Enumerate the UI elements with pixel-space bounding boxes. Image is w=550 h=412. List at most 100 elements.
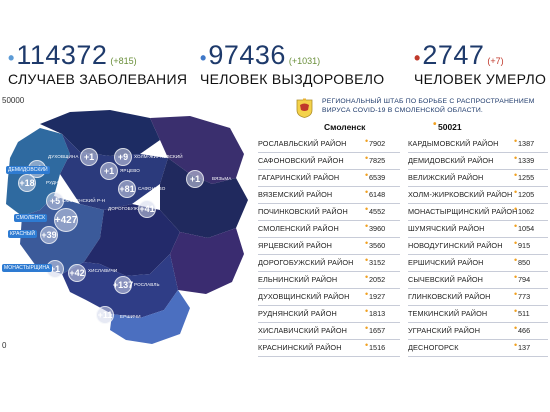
row-divider xyxy=(258,152,400,153)
district-name: ХОЛМ-ЖИРКОВСКИЙ РАЙОН xyxy=(408,190,513,199)
city-name: Смоленск xyxy=(324,122,366,132)
district-name: ДЕМИДОВСКИЙ РАЙОН xyxy=(408,156,494,165)
district-value: 915 xyxy=(518,241,531,250)
row-divider xyxy=(408,322,548,323)
map-label: ХОЛМ-ЖИРКОВСКИЙ xyxy=(134,154,183,159)
district-name: ПОЧИНКОВСКИЙ РАЙОН xyxy=(258,207,348,216)
district-name: САФОНОВСКИЙ РАЙОН xyxy=(258,156,344,165)
row-divider xyxy=(408,186,548,187)
value-dot-icon: • xyxy=(514,272,518,282)
table-row: РОСЛАВЛЬСКИЙ РАЙОН • 7902 xyxy=(258,136,400,153)
value-dot-icon: • xyxy=(514,153,518,163)
cases-delta: (+815) xyxy=(110,56,137,66)
value-dot-icon: • xyxy=(514,204,518,214)
value-dot-icon: • xyxy=(365,289,369,299)
map-label: ЕРШИЧИ xyxy=(120,314,141,319)
table-row: ЕЛЬНИНСКИЙ РАЙОН • 2052 xyxy=(258,272,400,289)
district-name: РУДНЯНСКИЙ РАЙОН xyxy=(258,309,337,318)
value-dot-icon: • xyxy=(433,119,437,130)
district-value: 1813 xyxy=(369,309,386,318)
table-row: МОНАСТЫРЩИНСКИЙ РАЙОН • 1062 xyxy=(408,204,550,221)
cases-value: 114372 xyxy=(16,40,108,70)
table-row: ХИСЛАВИЧСКИЙ РАЙОН • 1657 xyxy=(258,323,400,340)
district-value: 1205 xyxy=(518,190,535,199)
district-value: 1255 xyxy=(518,173,535,182)
row-divider xyxy=(258,288,400,289)
district-name: ХИСЛАВИЧСКИЙ РАЙОН xyxy=(258,326,348,335)
row-divider xyxy=(408,203,548,204)
table-row: ТЕМКИНСКИЙ РАЙОН • 511 xyxy=(408,306,550,323)
hq-header-line2: ВИРУСА COVID-19 В СМОЛЕНСКОЙ ОБЛАСТИ. xyxy=(322,106,484,114)
district-name: ЕРШИЧСКИЙ РАЙОН xyxy=(408,258,484,267)
district-name: СЫЧЕВСКИЙ РАЙОН xyxy=(408,275,484,284)
district-value: 1516 xyxy=(369,343,386,352)
district-value: 3560 xyxy=(369,241,386,250)
row-divider xyxy=(408,169,548,170)
district-value: 3152 xyxy=(369,258,386,267)
row-divider xyxy=(408,288,548,289)
value-dot-icon: • xyxy=(365,153,369,163)
value-dot-icon: • xyxy=(365,323,369,333)
district-name: ТЕМКИНСКИЙ РАЙОН xyxy=(408,309,488,318)
map-label: КРАСНЫЙ xyxy=(8,230,38,238)
district-value: 1054 xyxy=(518,224,535,233)
district-name: ЕЛЬНИНСКИЙ РАЙОН xyxy=(258,275,338,284)
scale-min: 0 xyxy=(2,341,7,350)
district-name: МОНАСТЫРЩИНСКИЙ РАЙОН xyxy=(408,207,518,216)
table-row: КАРДЫМОВСКИЙ РАЙОН • 1387 xyxy=(408,136,550,153)
district-name: ВЯЗЕМСКИЙ РАЙОН xyxy=(258,190,333,199)
table-row: СМОЛЕНСКИЙ РАЙОН • 3960 xyxy=(258,221,400,238)
map-marker: +1 xyxy=(80,148,98,166)
district-value: 137 xyxy=(518,343,531,352)
district-value: 6148 xyxy=(369,190,386,199)
value-dot-icon: • xyxy=(514,136,518,146)
row-divider xyxy=(258,339,400,340)
stat-deaths: • 2747 (+7) ЧЕЛОВЕК УМЕРЛО xyxy=(414,40,546,87)
map-marker: +9 xyxy=(114,148,132,166)
table-row: РУДНЯНСКИЙ РАЙОН • 1813 xyxy=(258,306,400,323)
map-zone-roslavl xyxy=(110,290,190,344)
row-divider xyxy=(258,169,400,170)
district-name: СМОЛЕНСКИЙ РАЙОН xyxy=(258,224,339,233)
map-marker: +42 xyxy=(68,264,86,282)
map-label: ЯРЦЕВО xyxy=(120,168,140,173)
value-dot-icon: • xyxy=(365,306,369,316)
map-zone-northeast xyxy=(150,116,244,184)
district-value: 850 xyxy=(518,258,531,267)
table-row: ДУХОВЩИНСКИЙ РАЙОН • 1927 xyxy=(258,289,400,306)
district-name: ГЛИНКОВСКИЙ РАЙОН xyxy=(408,292,491,301)
value-dot-icon: • xyxy=(365,204,369,214)
value-dot-icon: • xyxy=(365,238,369,248)
value-dot-icon: • xyxy=(365,136,369,146)
map-label: РУДНЯ xyxy=(46,180,62,185)
map-zone-north xyxy=(40,110,160,156)
row-divider xyxy=(408,152,548,153)
value-dot-icon: • xyxy=(365,221,369,231)
map-marker: +1 xyxy=(100,162,118,180)
map-label: МОНАСТЫРЩИНА xyxy=(2,264,52,272)
region-map: +1 +1 +9 +18 +1 +81 +1 +5 +41 +427 +39 +… xyxy=(0,104,260,352)
district-name: ДЕСНОГОРСК xyxy=(408,343,459,352)
row-divider xyxy=(258,305,400,306)
map-label: СМОЛЕНСК xyxy=(14,214,48,222)
district-name: УГРАНСКИЙ РАЙОН xyxy=(408,326,481,335)
district-value: 1387 xyxy=(518,139,535,148)
value-dot-icon: • xyxy=(365,272,369,282)
value-dot-icon: • xyxy=(514,340,518,350)
map-marker: +11 xyxy=(96,306,114,324)
table-row: УГРАНСКИЙ РАЙОН • 466 xyxy=(408,323,550,340)
table-row: ВЯЗЕМСКИЙ РАЙОН • 6148 xyxy=(258,187,400,204)
districts-table-left: РОСЛАВЛЬСКИЙ РАЙОН • 7902 САФОНОВСКИЙ РАЙОН… xyxy=(258,136,400,357)
district-name: НОВОДУГИНСКИЙ РАЙОН xyxy=(408,241,503,250)
district-name: ГАГАРИНСКИЙ РАЙОН xyxy=(258,173,340,182)
value-dot-icon: • xyxy=(514,238,518,248)
value-dot-icon: • xyxy=(514,187,518,197)
value-dot-icon: • xyxy=(514,323,518,333)
table-row: СЫЧЕВСКИЙ РАЙОН • 794 xyxy=(408,272,550,289)
deaths-caption: ЧЕЛОВЕК УМЕРЛО xyxy=(414,71,547,87)
hq-header: РЕГИОНАЛЬНЫЙ ШТАБ ПО БОРЬБЕ С РАСПРОСТРА… xyxy=(296,96,546,120)
row-divider xyxy=(408,339,548,340)
recovered-caption: ЧЕЛОВЕК ВЫЗДОРОВЕЛО xyxy=(200,71,385,87)
district-value: 1927 xyxy=(369,292,386,301)
map-marker: +1 xyxy=(186,170,204,188)
